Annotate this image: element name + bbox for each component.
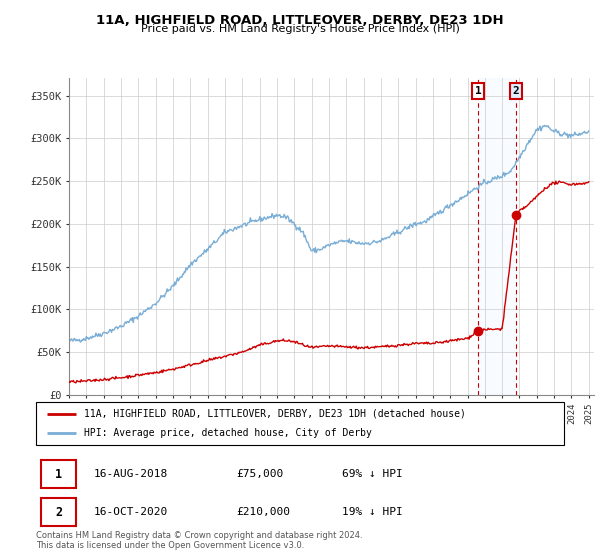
Text: 11A, HIGHFIELD ROAD, LITTLEOVER, DERBY, DE23 1DH (detached house): 11A, HIGHFIELD ROAD, LITTLEOVER, DERBY, … [83, 409, 466, 419]
Text: 1: 1 [475, 86, 482, 96]
Text: 1: 1 [55, 468, 62, 480]
Text: 16-AUG-2018: 16-AUG-2018 [94, 469, 169, 479]
Text: 16-OCT-2020: 16-OCT-2020 [94, 507, 169, 517]
Text: 2: 2 [55, 506, 62, 519]
Text: £75,000: £75,000 [236, 469, 284, 479]
Text: £210,000: £210,000 [236, 507, 290, 517]
Bar [478, 78, 516, 395]
Text: Price paid vs. HM Land Registry's House Price Index (HPI): Price paid vs. HM Land Registry's House … [140, 24, 460, 34]
Text: Contains HM Land Registry data © Crown copyright and database right 2024.
This d: Contains HM Land Registry data © Crown c… [36, 530, 362, 550]
Text: 2: 2 [512, 86, 519, 96]
Bar [41, 498, 76, 526]
Text: 19% ↓ HPI: 19% ↓ HPI [342, 507, 403, 517]
Text: 69% ↓ HPI: 69% ↓ HPI [342, 469, 403, 479]
Bar [41, 460, 76, 488]
Text: HPI: Average price, detached house, City of Derby: HPI: Average price, detached house, City… [83, 428, 371, 438]
Text: 11A, HIGHFIELD ROAD, LITTLEOVER, DERBY, DE23 1DH: 11A, HIGHFIELD ROAD, LITTLEOVER, DERBY, … [96, 14, 504, 27]
